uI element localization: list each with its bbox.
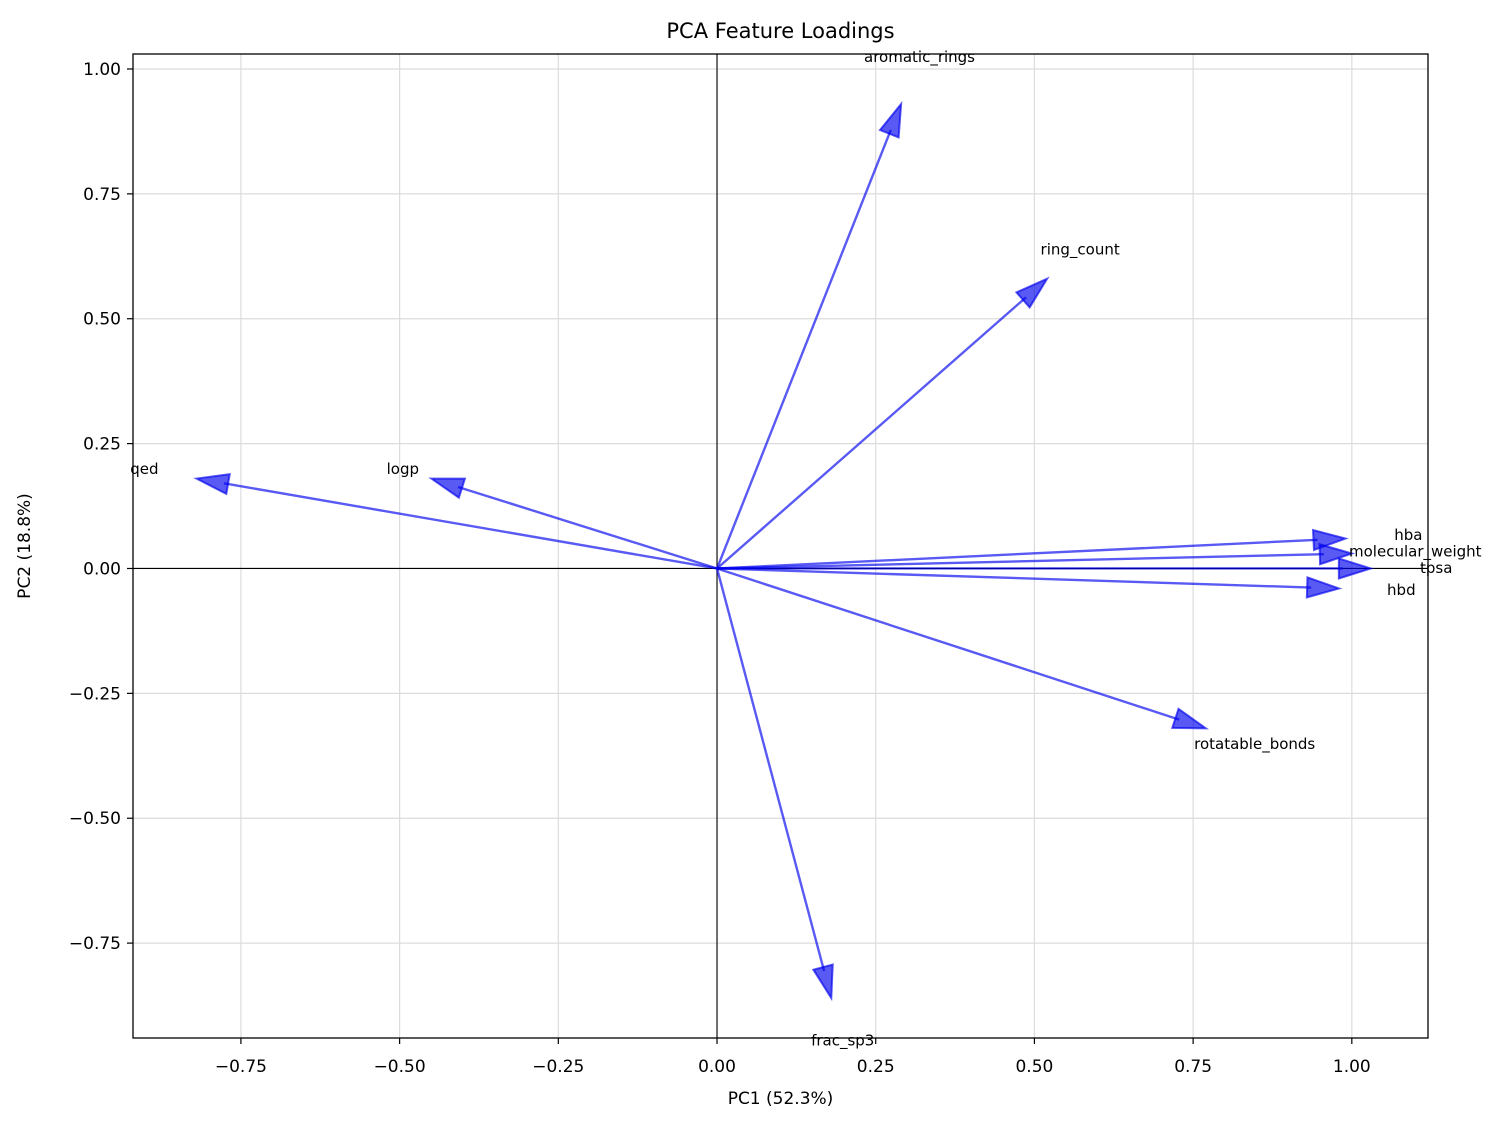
grid	[133, 54, 1428, 1038]
y-tick-label: 0.25	[83, 435, 121, 455]
x-axis-label: PC1 (52.3%)	[728, 1089, 834, 1109]
x-tick-label: 1.00	[1333, 1057, 1371, 1077]
vector-arrowhead	[1318, 542, 1356, 566]
vector-shaft	[716, 567, 1312, 589]
loading-vector-hbd	[716, 567, 1343, 599]
vector-arrowhead	[878, 100, 903, 139]
feature-label-frac_sp3: frac_sp3	[811, 1031, 874, 1050]
plot-frame	[132, 53, 1429, 1039]
y-tick-label: 0.75	[83, 185, 121, 205]
chart-title: PCA Feature Loadings	[666, 19, 894, 43]
feature-label-qed: qed	[130, 460, 158, 478]
vector-arrowhead	[1014, 276, 1050, 310]
feature-label-ring_count: ring_count	[1041, 240, 1120, 259]
vector-arrowhead	[1305, 576, 1343, 599]
y-tick-label: −0.25	[69, 684, 121, 704]
feature-label-hba: hba	[1394, 526, 1422, 544]
y-tick-label: −0.75	[69, 934, 121, 954]
loading-vector-rotatable_bonds	[716, 567, 1210, 730]
x-tick-label: −0.25	[532, 1057, 584, 1077]
x-tick-label: −0.50	[374, 1057, 426, 1077]
vector-shaft	[223, 482, 718, 570]
loading-vector-ring_count	[716, 276, 1050, 570]
y-axis-ticks: −0.75 −0.50 −0.25 0.00 0.25 0.50 0.75 1.00	[69, 60, 133, 954]
vector-shaft	[715, 129, 892, 569]
y-tick-label: 0.50	[83, 310, 121, 330]
x-tick-label: 0.75	[1174, 1057, 1212, 1077]
feature-label-rotatable_bonds: rotatable_bonds	[1194, 735, 1315, 754]
vector-arrowhead	[193, 472, 231, 496]
vector-shaft	[716, 567, 1180, 721]
loading-vector-qed	[193, 472, 718, 570]
loading-vector-hba	[716, 528, 1349, 570]
vector-shaft	[715, 568, 826, 972]
x-tick-label: 0.50	[1015, 1057, 1053, 1077]
feature-label-logp: logp	[387, 460, 419, 478]
vector-arrowhead	[428, 477, 467, 500]
loading-vector-molecular_weight	[716, 542, 1356, 570]
x-tick-label: −0.75	[215, 1057, 267, 1077]
y-tick-label: 1.00	[83, 60, 121, 80]
x-tick-label: 0.25	[857, 1057, 895, 1077]
vector-shaft	[457, 485, 718, 570]
loading-vector-logp	[428, 477, 718, 570]
vector-shaft	[716, 296, 1027, 570]
vector-arrowhead	[1337, 557, 1375, 580]
loading-vector-aromatic_rings	[715, 100, 903, 569]
x-tick-label: 0.00	[698, 1057, 736, 1077]
vector-arrowhead	[811, 963, 834, 1002]
loading-vector-tpsa	[717, 557, 1375, 580]
feature-label-hbd: hbd	[1387, 581, 1416, 599]
vector-arrowhead	[1170, 707, 1210, 730]
feature-label-molecular_weight: molecular_weight	[1349, 542, 1482, 561]
x-axis-ticks: −0.75 −0.50 −0.25 0.00 0.25 0.50 0.75 1.00	[215, 1038, 1371, 1077]
y-axis-label: PC2 (18.8%)	[15, 493, 35, 599]
loading-vector-frac_sp3	[715, 568, 834, 1002]
y-tick-label: −0.50	[69, 809, 121, 829]
vector-shaft	[716, 552, 1324, 570]
y-tick-label: 0.00	[83, 559, 121, 579]
loading-vectors	[193, 100, 1375, 1002]
feature-label-tpsa: tpsa	[1420, 559, 1452, 577]
feature-label-aromatic_rings: aromatic_rings	[864, 48, 975, 67]
vector-shaft	[716, 538, 1318, 570]
zero-lines	[133, 54, 1428, 1038]
